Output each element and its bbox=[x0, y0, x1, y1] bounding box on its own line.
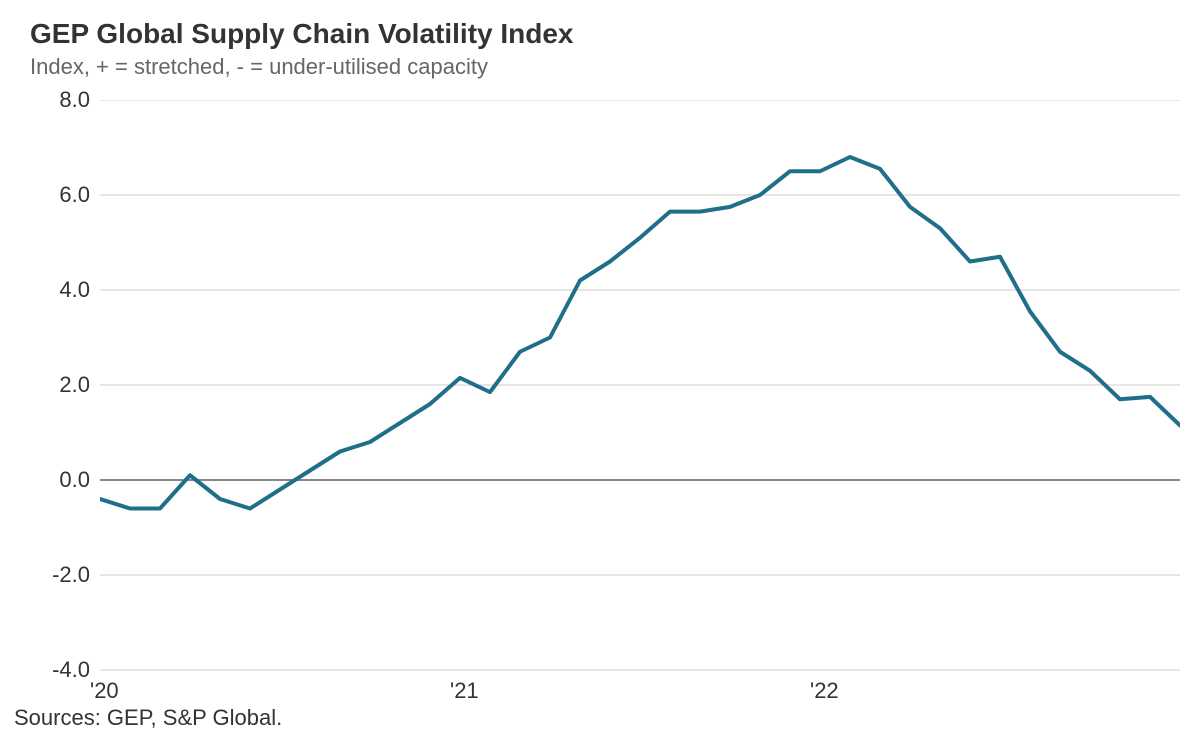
y-tick-label: 2.0 bbox=[30, 372, 90, 398]
chart-title: GEP Global Supply Chain Volatility Index bbox=[30, 18, 574, 50]
y-tick-label: 0.0 bbox=[30, 467, 90, 493]
chart-sources: Sources: GEP, S&P Global. bbox=[14, 705, 282, 731]
y-tick-label: -4.0 bbox=[30, 657, 90, 683]
y-tick-label: 4.0 bbox=[30, 277, 90, 303]
chart-container: GEP Global Supply Chain Volatility Index… bbox=[0, 0, 1200, 747]
chart-subtitle: Index, + = stretched, - = under-utilised… bbox=[30, 54, 488, 80]
x-tick-label: '20 bbox=[90, 678, 119, 704]
y-tick-label: -2.0 bbox=[30, 562, 90, 588]
y-tick-label: 8.0 bbox=[30, 87, 90, 113]
chart-plot bbox=[100, 100, 1180, 672]
data-series-line bbox=[100, 157, 1180, 509]
y-tick-label: 6.0 bbox=[30, 182, 90, 208]
x-tick-label: '22 bbox=[810, 678, 839, 704]
x-tick-label: '21 bbox=[450, 678, 479, 704]
